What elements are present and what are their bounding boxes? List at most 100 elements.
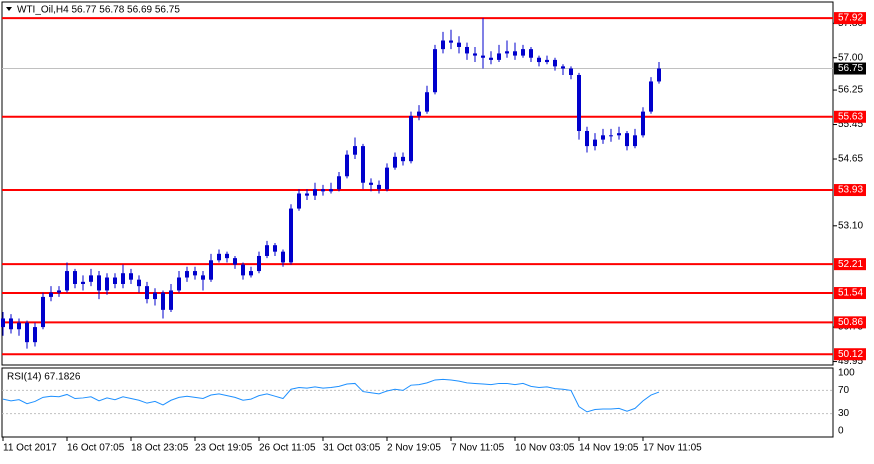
candle-body	[625, 133, 629, 147]
level-label: 50.12	[838, 349, 863, 360]
candle-body	[425, 92, 429, 112]
rsi-line	[2, 378, 660, 413]
level-box	[834, 184, 866, 197]
candle-body	[345, 154, 349, 177]
candle-body	[505, 51, 509, 54]
y-tick-label: 55.45	[838, 119, 863, 130]
candle-body	[361, 146, 365, 183]
candle-body	[137, 279, 141, 287]
candle-body	[145, 286, 149, 300]
level-box	[834, 12, 866, 25]
candle-body	[209, 260, 213, 280]
candle-body	[49, 292, 53, 297]
candle-body	[193, 271, 197, 276]
candle-body	[641, 111, 645, 136]
level-box	[834, 287, 866, 300]
level-label: 50.86	[838, 317, 863, 328]
x-tick-label: 11 Oct 2017	[3, 443, 57, 454]
candle-body	[161, 292, 165, 310]
candle-body	[633, 135, 637, 147]
candle-body	[57, 290, 61, 293]
x-tick-label: 2 Nov 19:05	[387, 443, 441, 454]
candle-body	[585, 131, 589, 147]
candle-body	[201, 275, 205, 280]
x-tick-label: 14 Nov 19:05	[579, 443, 639, 454]
candle-body	[569, 68, 573, 75]
y-tick-label: 56.25	[838, 85, 863, 96]
current-price-box	[834, 62, 866, 75]
candle-body	[481, 55, 485, 58]
candle-body	[81, 281, 85, 284]
y-tick-label: 53.10	[838, 220, 863, 231]
candle-body	[97, 275, 101, 291]
rsi-title: RSI(14) 67.1826	[7, 372, 81, 383]
candle-body	[89, 275, 93, 282]
candle-body	[113, 277, 117, 284]
x-tick-label: 16 Oct 07:05	[67, 443, 125, 454]
candle-body	[9, 318, 13, 330]
x-tick-label: 7 Nov 11:05	[451, 443, 505, 454]
candle-body	[169, 290, 173, 310]
candle-body	[537, 57, 541, 63]
candle-body	[393, 156, 397, 168]
candle-body	[217, 253, 221, 261]
candle-body	[249, 271, 253, 276]
candle-body	[313, 189, 317, 196]
y-tick-label: 54.65	[838, 154, 863, 165]
candle-body	[441, 40, 445, 50]
candle-body	[225, 253, 229, 259]
candle-body	[657, 68, 661, 82]
candle-body	[257, 255, 261, 272]
candle-body	[609, 135, 613, 137]
level-label: 57.92	[838, 13, 863, 24]
chart-title: WTI_Oil,H4 56.77 56.78 56.69 56.75	[17, 5, 180, 16]
candle-body	[649, 81, 653, 112]
x-tick-label: 18 Oct 23:05	[131, 443, 189, 454]
candle-body	[521, 49, 525, 56]
candle-body	[513, 51, 517, 56]
level-label: 53.93	[838, 185, 863, 196]
x-tick-label: 31 Oct 03:05	[323, 443, 381, 454]
candle-body	[497, 53, 501, 60]
level-label: 55.63	[838, 111, 863, 122]
candle-body	[41, 296, 45, 328]
rsi-tick-label: 0	[838, 426, 844, 437]
candle-body	[329, 189, 333, 192]
candle-body	[233, 258, 237, 265]
main-panel	[1, 1, 834, 366]
candle-body	[321, 189, 325, 192]
rsi-panel	[1, 367, 834, 438]
candle-body	[601, 135, 605, 140]
candle-body	[529, 49, 533, 58]
candle-body	[593, 139, 597, 147]
x-tick-label: 17 Nov 11:05	[643, 443, 702, 454]
candle-body	[369, 182, 373, 185]
y-tick-label: 49.95	[838, 356, 863, 367]
candle-body	[1, 318, 5, 328]
candle-body	[473, 53, 477, 56]
candle-body	[33, 327, 37, 343]
candle-body	[297, 193, 301, 209]
menu-icon	[6, 7, 12, 11]
candle-body	[273, 245, 277, 252]
candle-body	[409, 115, 413, 162]
candle-body	[457, 42, 461, 47]
level-label: 51.54	[838, 288, 863, 299]
candle-body	[401, 156, 405, 162]
candle-body	[105, 277, 109, 291]
rsi-tick-label: 70	[838, 385, 850, 396]
candle-body	[553, 59, 557, 67]
candle-body	[177, 277, 181, 291]
candle-body	[25, 322, 29, 343]
candle-body	[449, 40, 453, 43]
x-tick-label: 10 Nov 03:05	[515, 443, 575, 454]
candle-body	[265, 245, 269, 256]
candle-body	[377, 184, 381, 190]
level-box	[834, 110, 866, 123]
candle-body	[561, 66, 565, 69]
candle-body	[353, 146, 357, 155]
level-box	[834, 316, 866, 329]
candle-body	[337, 176, 341, 190]
candle-body	[289, 208, 293, 263]
